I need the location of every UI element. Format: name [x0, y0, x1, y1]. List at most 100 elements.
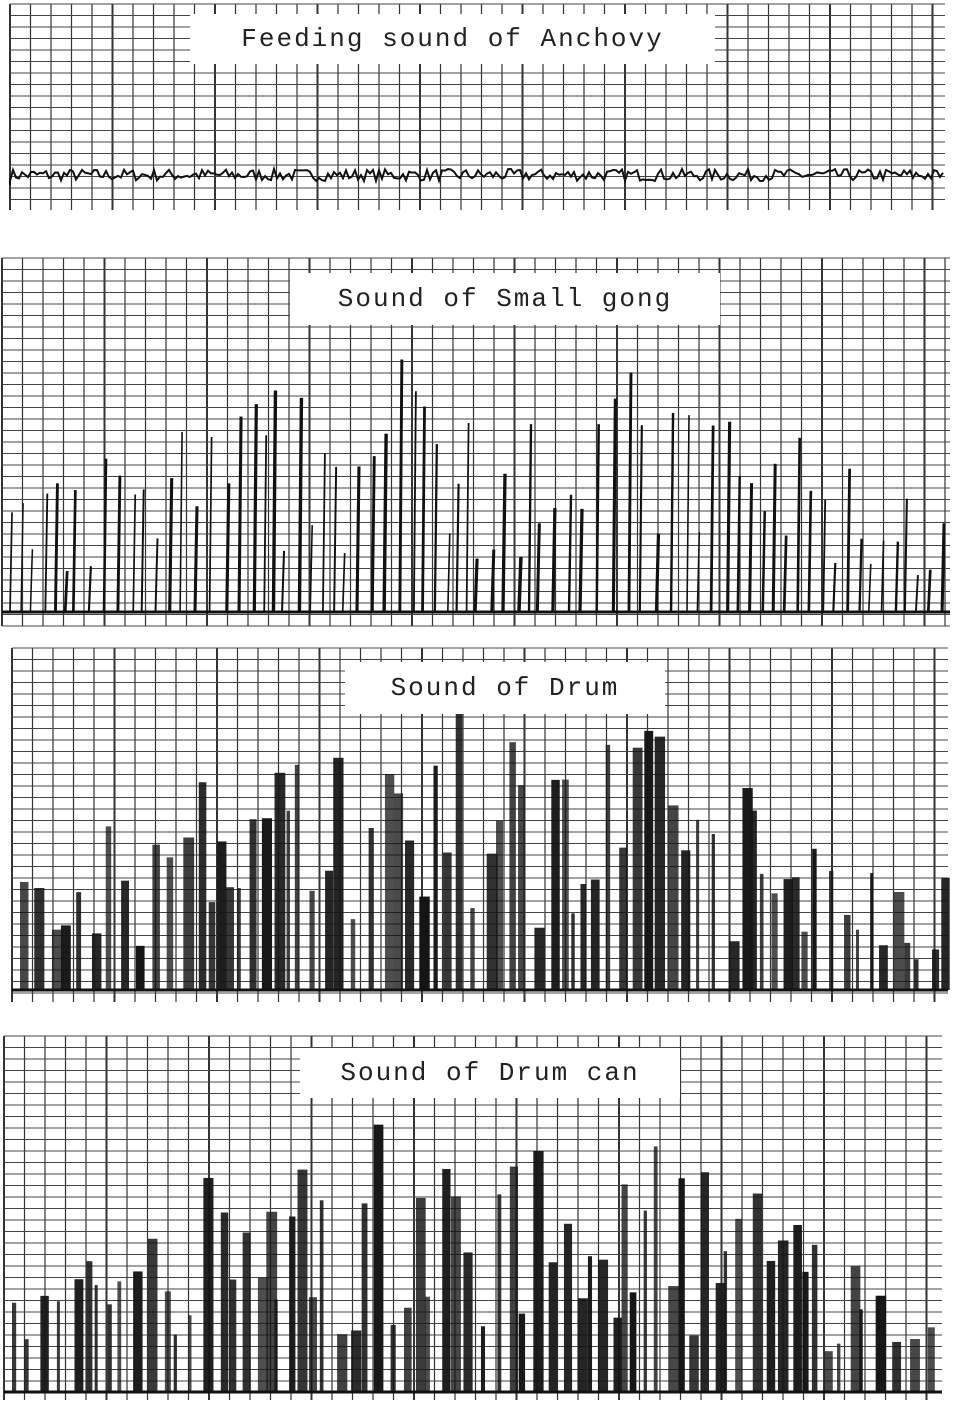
trace-burst	[696, 820, 699, 990]
trace-burst	[274, 1299, 277, 1392]
trace-burst	[121, 881, 129, 990]
trace-spike	[492, 550, 494, 612]
trace-burst	[188, 1315, 191, 1392]
trace-spike	[750, 483, 752, 612]
trace-burst	[481, 1326, 485, 1392]
trace-spike	[195, 506, 197, 612]
trace-burst	[61, 925, 71, 990]
trace-burst	[598, 1260, 608, 1392]
trace-burst	[433, 766, 437, 990]
trace-spike	[728, 422, 730, 612]
trace-burst	[941, 878, 949, 990]
trace-burst	[237, 888, 241, 990]
trace-burst	[588, 1256, 592, 1392]
trace-burst	[92, 933, 101, 990]
trace-burst	[533, 1151, 543, 1392]
trace-spike	[384, 434, 386, 612]
trace-spike	[656, 533, 658, 612]
panel-title: Sound of Drum can	[340, 1058, 639, 1088]
trace-burst	[894, 892, 905, 990]
trace-burst	[87, 1261, 93, 1392]
trace-burst	[928, 1327, 935, 1392]
trace-burst	[801, 932, 807, 990]
trace-burst	[337, 1334, 347, 1392]
trace-burst	[497, 1194, 501, 1392]
trace-burst	[562, 780, 569, 990]
trace-burst	[12, 1303, 16, 1392]
trace-burst	[712, 834, 715, 990]
trace-burst	[320, 1200, 324, 1392]
trace-burst	[876, 1296, 887, 1392]
trace-spike	[519, 557, 521, 612]
page: Feeding sound of Anchovy Sound of Small g…	[0, 0, 954, 1426]
trace-burst	[654, 1146, 658, 1392]
trace-burst	[152, 845, 160, 990]
trace-burst	[57, 1301, 60, 1392]
trace-burst	[792, 877, 800, 990]
trace-spike	[299, 398, 301, 612]
panel-title: Sound of Small gong	[338, 284, 672, 314]
trace-burst	[76, 892, 81, 990]
trace-spike	[553, 508, 555, 612]
trace-burst	[203, 1178, 213, 1392]
trace-spike	[629, 372, 631, 612]
trace-burst	[932, 949, 939, 990]
trace-burst	[767, 1261, 775, 1392]
trace-burst	[689, 1336, 699, 1392]
trace-burst	[95, 1285, 98, 1392]
trace-burst	[229, 1280, 236, 1392]
trace-burst	[859, 1309, 862, 1392]
trace-burst	[369, 828, 374, 990]
panel-title: Feeding sound of Anchovy	[241, 24, 663, 54]
trace-burst	[751, 811, 757, 990]
trace-burst	[391, 1325, 396, 1392]
trace-burst	[405, 840, 414, 990]
trace-spike	[613, 399, 615, 612]
trace-burst	[778, 1240, 789, 1392]
trace-burst	[250, 819, 257, 990]
trace-burst	[793, 1225, 802, 1392]
trace-burst	[351, 1330, 361, 1392]
trace-burst	[668, 1286, 679, 1392]
trace-burst	[914, 959, 918, 990]
trace-burst	[644, 731, 653, 990]
trace-burst	[578, 1298, 588, 1392]
trace-spike	[503, 474, 505, 612]
trace-burst	[333, 758, 343, 990]
trace-burst	[199, 782, 207, 990]
trace-burst	[165, 1291, 171, 1392]
trace-burst	[217, 841, 226, 990]
trace-burst	[496, 821, 503, 990]
trace-burst	[753, 1194, 762, 1392]
trace-burst	[385, 774, 394, 990]
trace-spike	[400, 359, 402, 612]
trace-burst	[551, 780, 559, 990]
trace-burst	[463, 1252, 472, 1392]
trace-burst	[619, 848, 627, 990]
trace-burst	[735, 1219, 742, 1392]
trace-burst	[443, 853, 452, 990]
trace-burst	[679, 1178, 685, 1392]
trace-spike	[55, 483, 57, 612]
trace-burst	[519, 1314, 525, 1392]
trace-spike	[227, 483, 229, 612]
trace-burst	[295, 765, 299, 990]
trace-burst	[289, 1216, 295, 1392]
trace-burst	[442, 1169, 450, 1392]
trace-spike	[773, 464, 775, 612]
trace-burst	[309, 1297, 317, 1392]
trace-burst	[167, 857, 174, 990]
trace-burst	[274, 773, 285, 990]
trace-burst	[606, 745, 610, 990]
trace-spike	[537, 523, 539, 612]
trace-burst	[133, 1271, 142, 1392]
trace-burst	[851, 1266, 861, 1392]
trace-burst	[209, 902, 216, 990]
trace-burst	[549, 1262, 557, 1392]
trace-burst	[509, 742, 515, 990]
trace-burst	[910, 1339, 920, 1392]
trace-burst	[630, 1292, 637, 1392]
trace-spike	[239, 417, 241, 612]
trace-burst	[518, 785, 524, 990]
panel-title: Sound of Drum	[391, 673, 620, 703]
